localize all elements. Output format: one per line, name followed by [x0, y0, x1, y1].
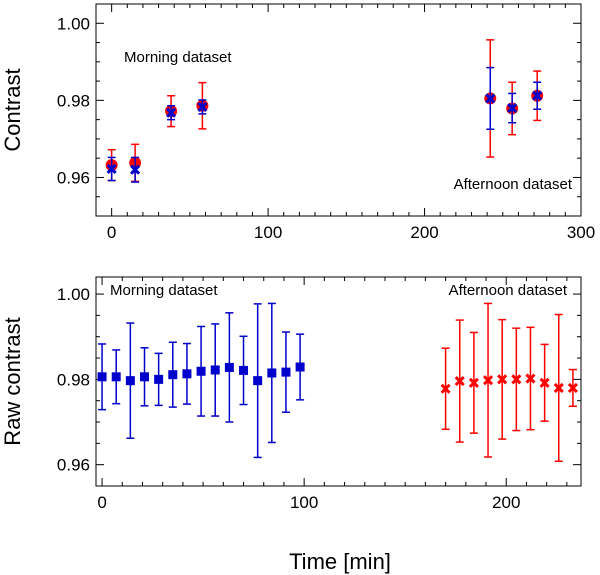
series — [440, 302, 578, 463]
annotation: Morning dataset — [124, 49, 232, 66]
data-point — [111, 372, 121, 382]
bottom-panel: 0 100 200 0.96 0.98 1.00 Raw contrast Morning d… — [0, 276, 582, 512]
data-point — [482, 375, 494, 386]
annotation: Afternoon dataset — [449, 282, 568, 299]
x-tick-label: 100 — [254, 223, 282, 242]
y-tick-label: 0.98 — [57, 370, 90, 389]
data-point — [182, 369, 192, 379]
x-tick-label: 0 — [97, 493, 106, 512]
data-point — [295, 362, 305, 372]
y-tick-label: 1.00 — [57, 14, 90, 33]
data-point — [125, 376, 135, 386]
data-point — [281, 367, 291, 377]
data-point — [253, 376, 263, 386]
data-point — [567, 382, 578, 393]
x-tick-label: 200 — [492, 493, 520, 512]
data-point — [154, 374, 164, 384]
data-point — [97, 372, 107, 382]
x-tick-label: 300 — [567, 223, 595, 242]
data-point — [468, 377, 479, 388]
x-tick-label: 200 — [410, 223, 438, 242]
data-point — [197, 101, 208, 112]
data-point — [239, 365, 249, 375]
y-tick-label: 0.98 — [57, 91, 90, 110]
series — [97, 302, 305, 459]
y-tick-label: 0.96 — [57, 168, 90, 187]
data-point — [166, 107, 177, 118]
data-point — [440, 383, 451, 394]
annotation: Morning dataset — [110, 282, 218, 299]
data-point — [168, 370, 178, 380]
data-point — [485, 93, 496, 104]
data-point — [140, 372, 149, 382]
data-point — [539, 377, 550, 388]
x-tick-label: 0 — [107, 223, 116, 242]
data-point — [267, 368, 277, 378]
top-panel: 0 100 200 300 0.96 0.98 1.00 Contrast Morning da… — [0, 3, 595, 242]
plot-frame — [95, 276, 582, 487]
data-point — [525, 373, 536, 384]
data-point — [454, 376, 465, 387]
data-point — [507, 103, 518, 114]
data-point — [106, 163, 117, 175]
data-point — [130, 164, 141, 175]
plot-frame — [95, 3, 582, 217]
x-tick-label: 100 — [290, 493, 318, 512]
data-point — [196, 366, 206, 376]
annotation: Afternoon dataset — [454, 176, 573, 193]
data-point — [497, 374, 508, 385]
figure-xlabel: Time [min] — [289, 549, 391, 574]
data-point — [532, 90, 543, 101]
data-point — [511, 374, 522, 385]
y-tick-label: 0.96 — [57, 456, 90, 475]
y-axis-label: Contrast — [0, 68, 25, 151]
series — [106, 66, 543, 183]
data-point — [210, 365, 220, 375]
data-point — [553, 382, 564, 393]
data-point — [224, 362, 234, 372]
y-tick-label: 1.00 — [57, 285, 90, 304]
y-axis-label: Raw contrast — [0, 317, 25, 445]
